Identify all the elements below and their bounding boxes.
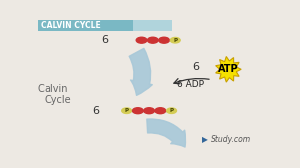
- Circle shape: [144, 108, 154, 114]
- Circle shape: [122, 108, 132, 113]
- Text: C: C: [38, 84, 44, 94]
- Circle shape: [170, 37, 180, 43]
- Bar: [38, 20, 172, 31]
- Circle shape: [136, 37, 147, 43]
- Circle shape: [147, 37, 158, 43]
- Text: P: P: [124, 108, 129, 113]
- FancyArrowPatch shape: [147, 119, 185, 147]
- Circle shape: [167, 108, 176, 113]
- Text: ▶: ▶: [202, 135, 208, 144]
- Text: 6: 6: [92, 106, 99, 116]
- Text: P: P: [169, 108, 174, 113]
- Circle shape: [155, 108, 166, 114]
- Bar: [133, 20, 172, 31]
- Circle shape: [159, 37, 170, 43]
- Text: ATP: ATP: [218, 64, 238, 74]
- Text: Study.com: Study.com: [211, 135, 251, 144]
- Text: 6 ADP: 6 ADP: [177, 80, 204, 89]
- Polygon shape: [216, 56, 241, 82]
- Text: Cycle: Cycle: [44, 95, 71, 105]
- Text: alvin: alvin: [44, 84, 68, 94]
- Circle shape: [133, 108, 143, 114]
- Text: 6: 6: [101, 35, 108, 45]
- Text: P: P: [173, 38, 177, 43]
- Text: CALVIN CYCLE: CALVIN CYCLE: [41, 21, 101, 30]
- FancyArrowPatch shape: [129, 48, 152, 95]
- Text: 6: 6: [192, 62, 199, 72]
